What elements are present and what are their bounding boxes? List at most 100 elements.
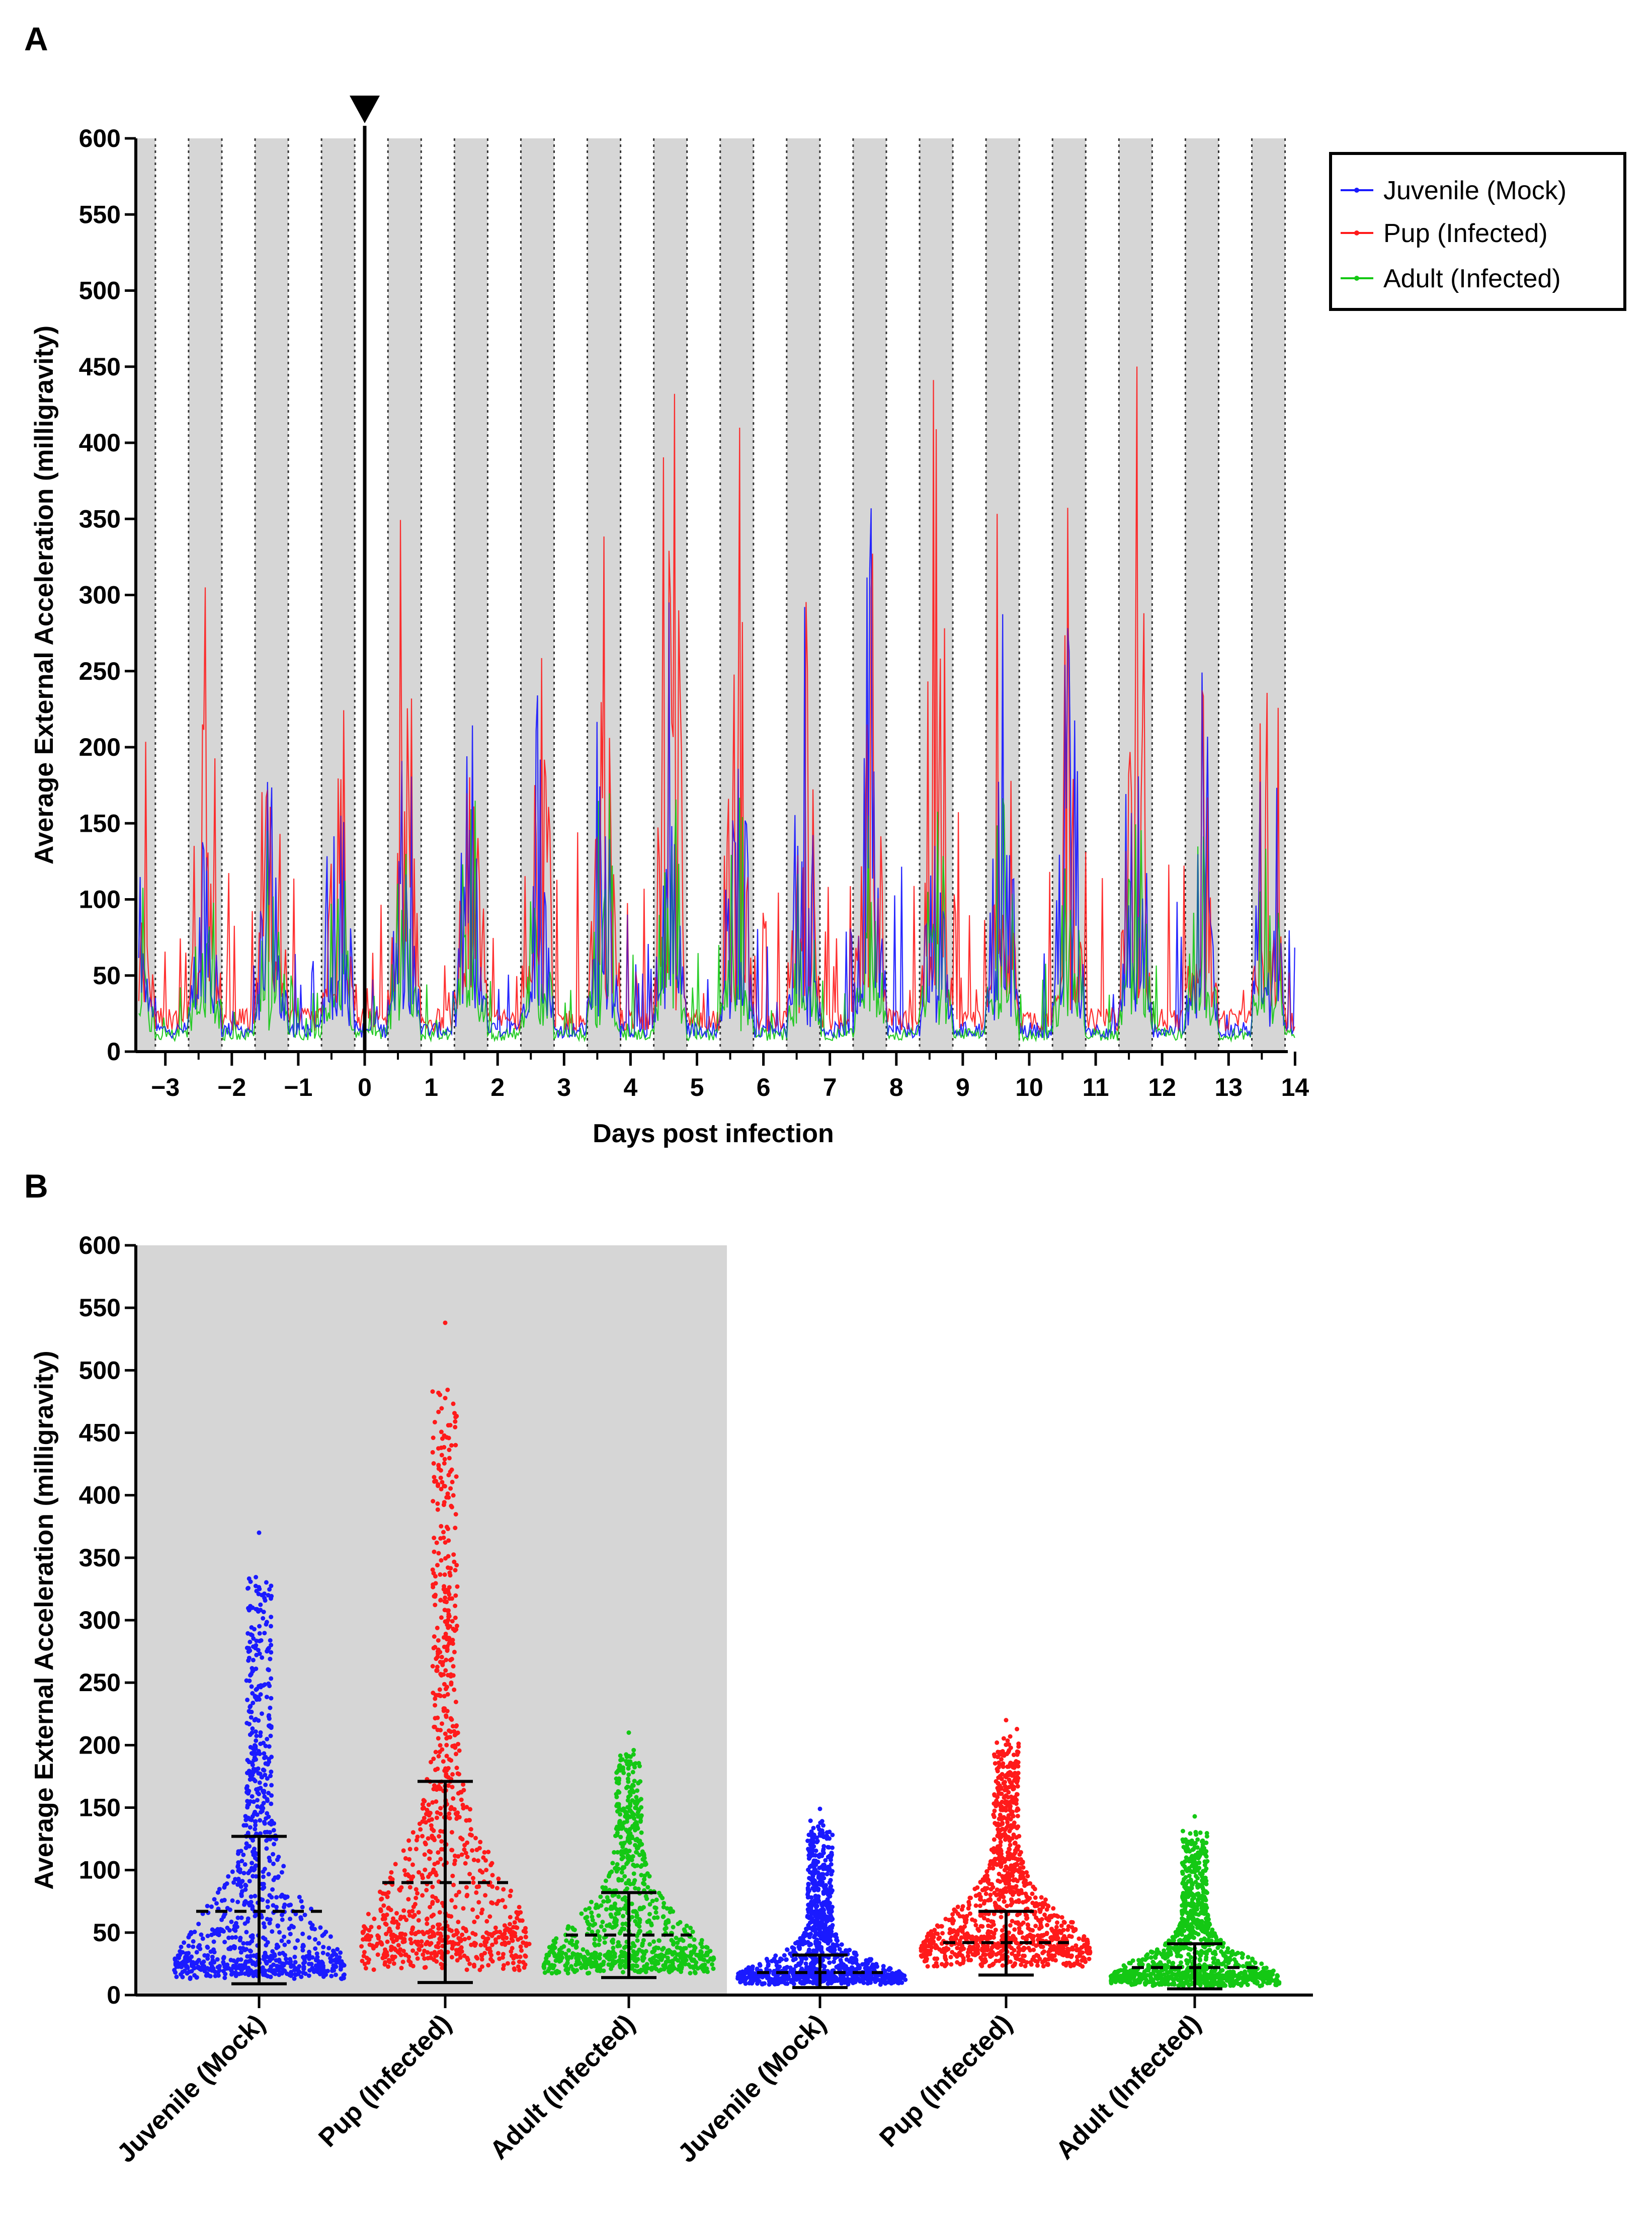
data-point — [279, 1965, 284, 1970]
data-point — [815, 1941, 820, 1946]
data-point — [468, 1807, 472, 1812]
data-point — [435, 1507, 440, 1512]
data-point — [665, 1906, 670, 1911]
data-point — [1052, 1953, 1057, 1958]
data-point — [447, 1596, 452, 1601]
data-point — [1085, 1941, 1090, 1946]
data-point — [442, 1461, 447, 1466]
data-point — [251, 1874, 256, 1879]
data-point — [695, 1966, 700, 1971]
data-point — [634, 1806, 639, 1811]
data-point — [392, 1954, 397, 1959]
data-point — [432, 1536, 437, 1540]
data-point — [262, 1631, 267, 1636]
data-point — [438, 1598, 443, 1603]
data-point — [180, 1960, 185, 1965]
legend-label-juvenile: Juvenile (Mock) — [1383, 176, 1566, 205]
data-point — [1015, 1862, 1020, 1867]
data-point — [1003, 1837, 1008, 1842]
data-point — [442, 1500, 447, 1505]
data-point — [501, 1952, 506, 1957]
data-point — [270, 1929, 275, 1934]
x-tick-label: 6 — [757, 1073, 771, 1101]
data-point — [280, 1917, 285, 1922]
data-point — [257, 1624, 262, 1629]
data-point — [292, 1967, 297, 1972]
data-point — [447, 1592, 452, 1597]
data-point — [246, 1649, 251, 1654]
data-point — [445, 1644, 450, 1649]
data-point — [275, 1924, 280, 1929]
data-point — [269, 1755, 274, 1760]
data-point — [279, 1870, 284, 1875]
y-tick-label: 500 — [79, 277, 121, 305]
data-point — [637, 1906, 642, 1912]
data-point — [271, 1852, 276, 1857]
data-point — [618, 1929, 623, 1934]
data-point — [450, 1785, 455, 1790]
data-point — [410, 1948, 416, 1953]
data-point — [746, 1965, 751, 1970]
data-point — [951, 1928, 956, 1933]
data-point — [947, 1931, 952, 1936]
data-point — [480, 1935, 485, 1940]
data-point — [549, 1971, 554, 1976]
data-point — [191, 1960, 196, 1965]
data-point — [445, 1387, 450, 1392]
data-point — [264, 1943, 269, 1948]
data-point — [962, 1924, 967, 1929]
data-point — [401, 1908, 406, 1913]
data-point — [646, 1918, 651, 1923]
data-point — [446, 1436, 451, 1441]
data-point — [987, 1896, 993, 1901]
data-point — [698, 1949, 703, 1954]
data-point — [626, 1772, 631, 1777]
data-point — [1005, 1738, 1010, 1743]
data-point — [318, 1925, 323, 1930]
data-point — [269, 1594, 274, 1599]
data-point — [516, 1964, 521, 1969]
y-tick-label: 450 — [79, 353, 121, 381]
data-point — [174, 1974, 179, 1979]
data-point — [449, 1898, 454, 1903]
data-point — [446, 1554, 451, 1559]
data-point — [205, 1953, 210, 1958]
data-point — [398, 1917, 403, 1921]
data-point — [297, 1894, 302, 1899]
data-point — [465, 1840, 470, 1845]
data-point — [246, 1585, 251, 1591]
data-point — [815, 1824, 820, 1829]
data-point — [438, 1672, 443, 1677]
data-point — [179, 1944, 184, 1949]
data-point — [645, 1885, 650, 1890]
data-point — [821, 1978, 826, 1983]
data-point — [247, 1903, 252, 1907]
data-point — [580, 1955, 585, 1960]
data-point — [202, 1969, 207, 1973]
data-point — [806, 1949, 811, 1954]
data-point — [811, 1926, 816, 1931]
data-point — [1015, 1920, 1020, 1925]
data-point — [621, 1807, 626, 1812]
data-point — [403, 1856, 408, 1861]
data-point — [755, 1978, 760, 1983]
y-tick-label: 200 — [79, 733, 121, 761]
data-point — [487, 1914, 492, 1919]
data-point — [253, 1826, 258, 1832]
data-point — [806, 1867, 811, 1872]
data-point — [592, 1941, 597, 1946]
data-point — [1016, 1892, 1021, 1897]
data-point — [501, 1936, 506, 1941]
data-point — [1059, 1952, 1064, 1957]
y-tick-label: 100 — [79, 886, 121, 914]
data-point — [238, 1957, 243, 1962]
data-point — [1082, 1944, 1087, 1949]
data-point — [978, 1924, 983, 1929]
data-point — [644, 1896, 649, 1901]
data-point — [1005, 1820, 1010, 1825]
data-point — [313, 1946, 318, 1951]
data-point — [317, 1971, 322, 1976]
data-point — [443, 1396, 448, 1401]
data-point — [616, 1768, 621, 1773]
